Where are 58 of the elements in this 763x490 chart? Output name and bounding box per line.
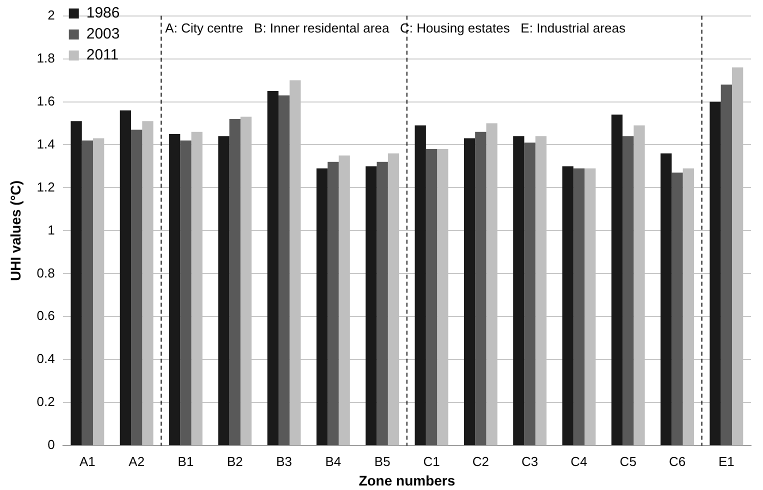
bar <box>475 132 486 446</box>
y-tick-label: 1 <box>48 222 55 238</box>
x-tick-label: B4 <box>325 454 342 469</box>
x-tick-label: C5 <box>620 454 636 469</box>
bar <box>562 166 574 446</box>
y-tick-label: 0.2 <box>36 394 55 410</box>
legend-label: 2003 <box>86 26 120 43</box>
bar <box>278 95 290 446</box>
bar <box>131 130 142 446</box>
y-tick-label: 0.6 <box>36 308 55 324</box>
y-tick-label: 0.4 <box>36 351 55 366</box>
y-axis-title: UHI values (°C) <box>7 180 24 281</box>
bar <box>316 168 328 446</box>
x-tick-label: C2 <box>472 454 489 469</box>
bar <box>611 114 623 446</box>
x-tick-label: C1 <box>423 454 440 469</box>
x-tick-label: B3 <box>276 454 292 469</box>
bar <box>70 121 82 446</box>
x-tick-label: C4 <box>570 454 588 469</box>
bar <box>573 168 585 446</box>
x-axis-title: Zone numbers <box>358 472 456 488</box>
bar <box>660 153 672 446</box>
y-tick-label: 1.2 <box>36 179 55 194</box>
x-tick-label: B5 <box>374 454 390 469</box>
bar <box>710 102 721 446</box>
bar <box>366 166 377 446</box>
bar <box>720 84 732 446</box>
bar <box>180 140 192 446</box>
bar <box>426 149 438 446</box>
bar <box>464 138 476 446</box>
y-tick-label: 0.8 <box>36 265 55 280</box>
y-tick-label: 1.4 <box>36 136 55 152</box>
bar <box>622 136 634 446</box>
x-tick-label: A2 <box>128 454 145 469</box>
x-tick-label: B1 <box>178 454 194 469</box>
bar <box>169 134 180 446</box>
x-tick-label: C3 <box>522 454 538 469</box>
x-tick-label: B2 <box>226 454 243 469</box>
x-tick-label: E1 <box>718 454 734 469</box>
bar <box>229 118 240 446</box>
bar <box>513 136 524 446</box>
x-tick-label: A1 <box>79 454 96 469</box>
y-tick-label: 0 <box>48 437 55 452</box>
bar <box>267 91 278 446</box>
legend-label: 1986 <box>86 4 120 22</box>
bar <box>672 172 683 446</box>
bar <box>82 140 94 446</box>
bar <box>524 142 536 446</box>
y-tick-label: 2 <box>48 7 55 22</box>
bar <box>376 162 388 446</box>
x-tick-label: C6 <box>668 454 686 469</box>
bar <box>120 110 132 446</box>
bar <box>218 136 230 446</box>
y-tick-label: 1.6 <box>36 93 55 108</box>
y-tick-label: 1.8 <box>36 50 55 66</box>
bar <box>328 162 339 446</box>
legend-label: 2011 <box>86 46 119 64</box>
bar <box>414 125 426 446</box>
